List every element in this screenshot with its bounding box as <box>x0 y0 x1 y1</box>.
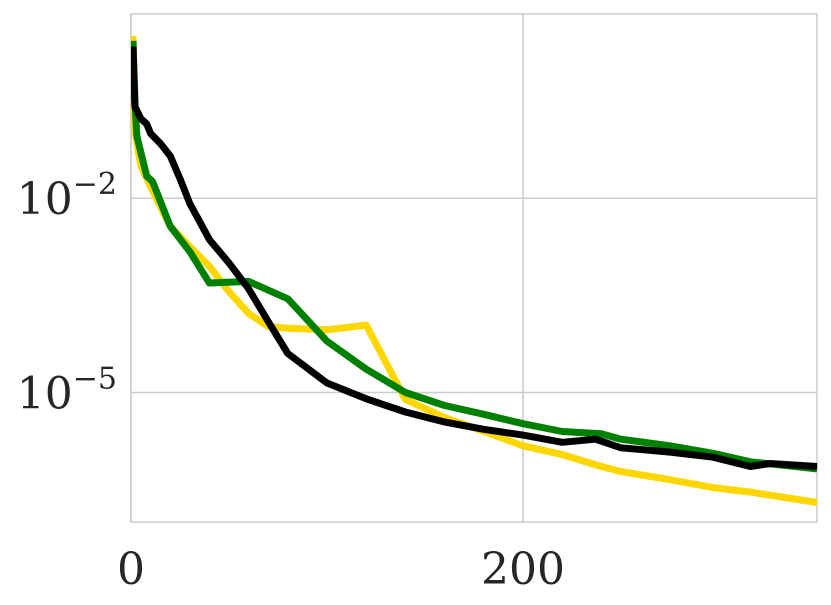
series-line <box>131 40 818 473</box>
x-tick-label: 200 <box>481 544 565 595</box>
y-tick-label: 10−2 <box>17 167 117 225</box>
y-tick-base: 10 <box>17 368 73 419</box>
y-tick-exponent: −5 <box>73 361 117 396</box>
plot-lines <box>131 35 818 506</box>
plot-frame <box>130 13 818 523</box>
series-line <box>131 46 818 470</box>
y-tick-exponent: −2 <box>73 167 117 202</box>
y-tick-label: 10−5 <box>17 361 117 419</box>
y-tick-base: 10 <box>17 174 73 225</box>
x-tick-label: 0 <box>117 544 145 595</box>
